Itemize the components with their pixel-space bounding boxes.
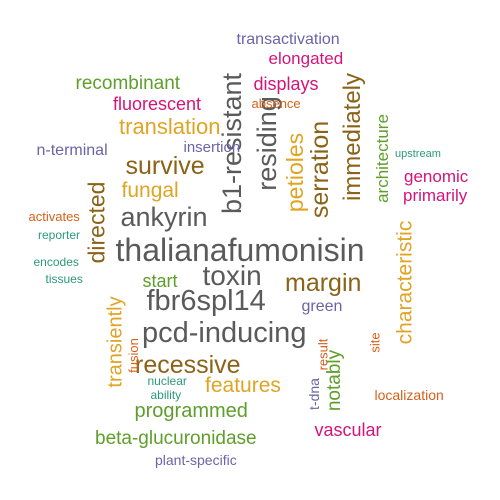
cloud-word: serration: [305, 120, 334, 218]
cloud-word: programmed: [134, 400, 248, 422]
cloud-word: elongated: [268, 48, 344, 68]
cloud-word: upstream: [395, 147, 441, 160]
cloud-word: start: [142, 271, 178, 291]
cloud-word: immediately: [339, 72, 367, 202]
cloud-word: site: [367, 331, 383, 353]
cloud-word: activates: [28, 208, 80, 224]
cloud-word: translation: [119, 114, 221, 139]
cloud-word: margin: [285, 268, 362, 297]
cloud-word: pcd-inducing: [142, 316, 307, 349]
cloud-word: architecture: [372, 113, 392, 203]
cloud-word: features: [205, 373, 281, 397]
cloud-word: displays: [253, 74, 319, 94]
cloud-word: thalianafumonisin: [115, 232, 365, 268]
cloud-word: localization: [374, 387, 444, 403]
cloud-word: plant-specific: [155, 452, 237, 468]
cloud-word: encodes: [33, 255, 79, 269]
cloud-word: vascular: [314, 420, 382, 440]
cloud-word: fluorescent: [113, 94, 202, 114]
cloud-word: ankyrin: [120, 201, 208, 232]
cloud-word: n-terminal: [36, 142, 108, 159]
cloud-word: recombinant: [75, 72, 181, 94]
cloud-word: nuclear: [147, 374, 187, 388]
cloud-word: characteristic: [393, 220, 417, 344]
cloud-word: petioles: [281, 132, 308, 212]
cloud-word: transiently: [104, 296, 127, 388]
cloud-word: fungal: [121, 178, 179, 202]
cloud-word: primarily: [403, 185, 468, 205]
cloud-word: transactivation: [236, 31, 340, 48]
cloud-word: absence: [251, 95, 301, 111]
cloud-word: ability: [150, 388, 182, 402]
cloud-word: directed: [83, 181, 110, 263]
cloud-word: survive: [125, 151, 205, 180]
cloud-word: reporter: [38, 228, 81, 242]
cloud-word: result: [315, 338, 331, 370]
cloud-word: genomic: [404, 166, 469, 186]
cloud-word: fbr6spl14: [146, 284, 266, 317]
cloud-word: t-dna: [305, 378, 322, 410]
cloud-word: fusion: [125, 337, 141, 373]
cloud-word: beta-glucuronidase: [95, 427, 257, 449]
cloud-word: tissues: [45, 272, 83, 286]
cloud-word: recessive: [135, 350, 241, 379]
cloud-word: insertion: [183, 138, 241, 156]
cloud-word: toxin: [202, 260, 262, 291]
cloud-word: green: [301, 298, 343, 315]
